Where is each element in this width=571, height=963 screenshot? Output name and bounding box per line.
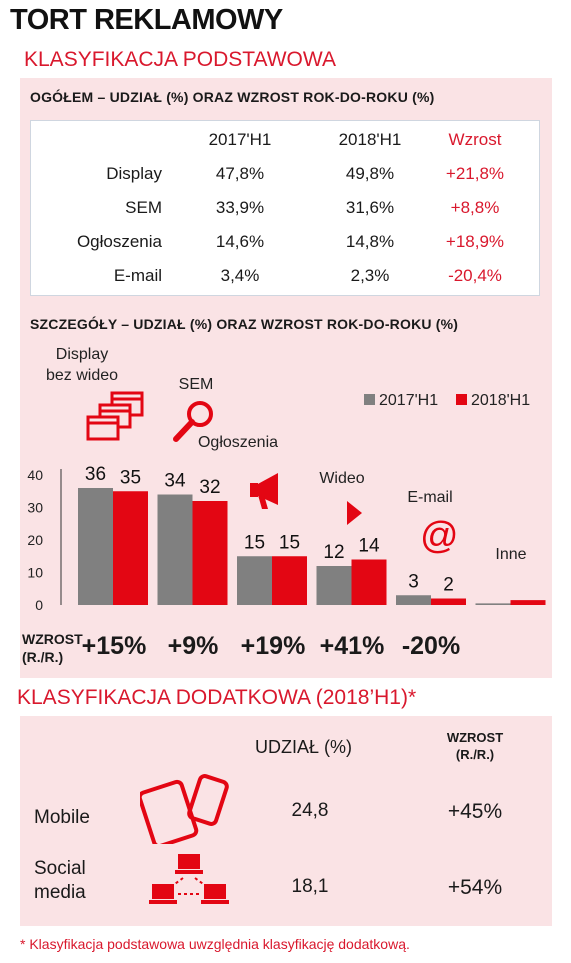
bar-2017	[157, 494, 193, 605]
play-icon	[347, 501, 362, 525]
bar-2018	[510, 600, 546, 605]
growth-row-label: WZROST (R./R.)	[22, 630, 83, 666]
column-header-share: UDZIAŁ (%)	[255, 737, 353, 757]
y-tick-label: 10	[27, 565, 43, 581]
table-header-growth: Wzrost	[448, 130, 502, 149]
table-cell-growth: +21,8%	[445, 164, 505, 183]
table-cell-growth: +8,8%	[450, 198, 500, 217]
table-cell: 14,6%	[215, 232, 265, 251]
legend-swatch	[364, 394, 375, 405]
table-cell: 47,8%	[215, 164, 265, 183]
page-title: TORT REKLAMOWY	[10, 4, 283, 36]
category-label: SEM	[179, 376, 214, 393]
table-header-2018: 2018'H1	[338, 130, 402, 149]
growth-row-label-line2: (R./R.)	[22, 649, 64, 665]
additional-classification-panel	[20, 716, 552, 926]
bar-value-label: 12	[323, 542, 344, 563]
table-cell: 14,8%	[345, 232, 395, 251]
table-cell-growth: +18,9%	[445, 232, 505, 251]
bar-2017	[78, 488, 113, 605]
magnifier-icon	[173, 401, 213, 442]
additional-growth-social: +54%	[447, 876, 503, 899]
bar-2017	[475, 603, 511, 605]
table-cell-growth: -20,4%	[448, 266, 502, 285]
mobile-devices-icon	[140, 774, 229, 844]
y-tick-label: 0	[35, 597, 43, 613]
y-tick-label: 40	[27, 467, 43, 483]
bar-value-label: 36	[85, 464, 106, 485]
at-sign-icon: @	[420, 515, 459, 557]
footnote: * Klasyfikacja podstawowa uwzględnia kla…	[20, 936, 410, 952]
category-label: Ogłoszenia	[198, 434, 278, 451]
category-label: Display	[56, 346, 108, 363]
section-title-basic: KLASYFIKACJA PODSTAWOWA	[24, 48, 336, 71]
additional-row-label-social: Social media	[34, 857, 86, 905]
table-row-label: Display	[106, 164, 162, 183]
additional-growth-mobile: +45%	[447, 800, 503, 823]
bar-value-label: 2	[443, 575, 454, 596]
growth-value-sem: +9%	[167, 632, 219, 660]
bar-2018	[431, 598, 466, 605]
bar-2018	[351, 559, 387, 605]
category-label: Wideo	[319, 470, 364, 487]
growth-value-video: +41%	[319, 632, 385, 660]
table-row-label: SEM	[125, 198, 162, 217]
bar-2018	[113, 491, 148, 605]
additional-share-social: 18,1	[291, 876, 329, 897]
table-cell: 31,6%	[345, 198, 395, 217]
table-cell: 3,4%	[220, 266, 260, 285]
bar-value-label: 15	[279, 532, 300, 553]
legend-swatch	[456, 394, 467, 405]
bar-2017	[237, 556, 272, 605]
table-cell: 33,9%	[215, 198, 265, 217]
table-cell: 49,8%	[345, 164, 395, 183]
bar-2018	[192, 501, 228, 605]
additional-row-label-social-line1: Social	[34, 858, 86, 879]
legend-label: 2018'H1	[471, 392, 530, 409]
column-header-growth-line2: (R./R.)	[455, 747, 495, 762]
bar-value-label: 15	[244, 532, 265, 553]
bar-value-label: 34	[164, 471, 186, 492]
bar-value-label: 35	[120, 467, 141, 488]
additional-row-label-mobile: Mobile	[34, 807, 90, 828]
column-header-growth-line1: WZROST	[446, 730, 504, 745]
table-header-2017: 2017'H1	[208, 130, 272, 149]
growth-value-email: -20%	[401, 632, 461, 660]
table-row-label: E-mail	[113, 266, 162, 285]
table-cell: 2,3%	[350, 266, 390, 285]
windows-icon	[86, 391, 144, 441]
y-tick-label: 20	[27, 532, 43, 548]
overview-subtitle: OGÓŁEM – UDZIAŁ (%) ORAZ WZROST ROK-DO-R…	[30, 89, 435, 105]
category-labels: Display bez wideo SEM Ogłoszenia Wideo E-mail…	[46, 346, 527, 563]
growth-row-label-line1: WZROST	[22, 631, 83, 647]
overview-table	[30, 120, 540, 296]
growth-value-ads: +19%	[240, 632, 306, 660]
table-row-label: Ogłoszenia	[76, 232, 162, 251]
y-axis: 0 10 20 30 40	[27, 467, 62, 613]
growth-value-display: +15%	[81, 632, 147, 660]
legend: 2017'H1 2018'H1	[364, 392, 530, 409]
bar-2018	[272, 556, 307, 605]
category-icons: @	[86, 391, 459, 557]
megaphone-icon	[250, 473, 278, 509]
details-subtitle: SZCZEGÓŁY – UDZIAŁ (%) ORAZ WZROST ROK-D…	[30, 316, 459, 332]
legend-label: 2017'H1	[379, 392, 438, 409]
category-label: Inne	[495, 546, 526, 563]
additional-row-label-social-line2: media	[34, 882, 86, 903]
y-tick-label: 30	[27, 500, 43, 516]
column-header-growth: WZROST (R./R.)	[430, 729, 520, 763]
bar-value-label: 3	[408, 571, 419, 592]
bar-2017	[396, 595, 431, 605]
bar-value-label: 32	[199, 477, 220, 498]
section-title-additional: KLASYFIKACJA DODATKOWA (2018’H1)*	[17, 686, 417, 709]
network-computers-icon	[149, 854, 229, 904]
bar-2017	[316, 566, 352, 605]
bar-value-label: 14	[358, 536, 380, 557]
category-label: bez wideo	[46, 367, 118, 384]
additional-share-mobile: 24,8	[291, 800, 329, 821]
category-label: E-mail	[407, 489, 452, 506]
